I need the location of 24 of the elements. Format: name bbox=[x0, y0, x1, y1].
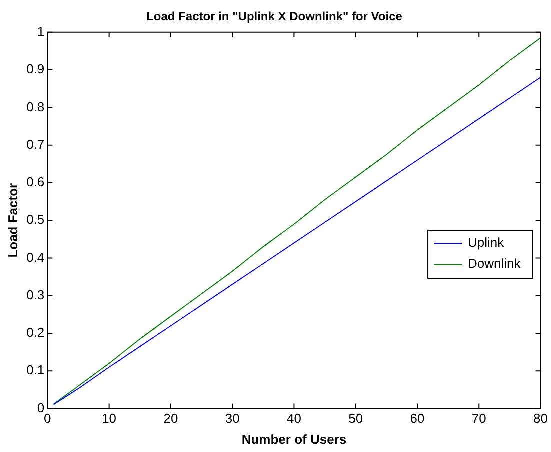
x-tick-label: 40 bbox=[286, 411, 302, 426]
y-tick-label: 0.8 bbox=[26, 99, 45, 114]
y-tick-label: 0.3 bbox=[26, 287, 45, 302]
legend-label: Downlink bbox=[468, 256, 522, 272]
x-axis-title: Number of Users bbox=[242, 432, 347, 447]
x-tick-label: 10 bbox=[102, 411, 117, 426]
x-tick-label: 30 bbox=[225, 411, 240, 426]
y-tick-label: 0.7 bbox=[26, 136, 45, 152]
y-tick-label: 0.4 bbox=[26, 250, 45, 265]
x-tick-label: 70 bbox=[472, 411, 486, 426]
x-tick-label: 60 bbox=[410, 411, 425, 426]
x-tick-label: 80 bbox=[534, 411, 548, 426]
legend-label: Uplink bbox=[468, 235, 505, 250]
y-tick-label: 1 bbox=[37, 24, 45, 39]
x-tick-label: 50 bbox=[348, 411, 364, 426]
x-tick-label: 20 bbox=[164, 411, 178, 426]
y-tick-label: 0.9 bbox=[26, 62, 45, 77]
y-tick-label: 0.1 bbox=[26, 362, 45, 378]
y-tick-label: 0 bbox=[37, 400, 45, 416]
y-tick-label: 0.5 bbox=[26, 212, 45, 228]
chart-title: Load Factor in "Uplink X Downlink" for Voice bbox=[146, 10, 403, 24]
y-tick-label: 0.2 bbox=[26, 325, 45, 340]
y-axis-title: Load Factor bbox=[5, 183, 20, 258]
y-tick-label: 0.6 bbox=[26, 174, 45, 190]
